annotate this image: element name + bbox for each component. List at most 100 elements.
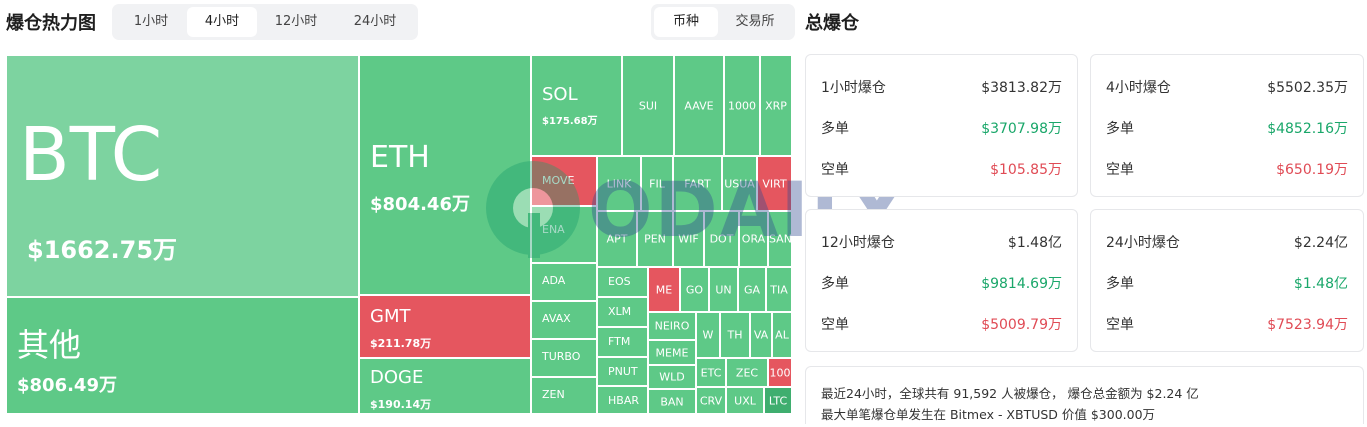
cell-symbol: ENA bbox=[542, 223, 565, 236]
cell-symbol: UXL bbox=[734, 394, 756, 407]
cell-symbol: LTC bbox=[768, 394, 788, 407]
card-label: 12小时爆仓 bbox=[821, 235, 895, 251]
treemap-cell-ftm[interactable]: FTM bbox=[597, 327, 648, 357]
cell-symbol: AAVE bbox=[684, 99, 714, 112]
treemap-cell-crv[interactable]: CRV bbox=[696, 387, 726, 414]
treemap-cell-go[interactable]: GO bbox=[680, 267, 709, 312]
tab-coin[interactable]: 币种 bbox=[654, 7, 718, 37]
cell-symbol: ADA bbox=[542, 274, 566, 287]
card-label: 24小时爆仓 bbox=[1106, 235, 1180, 251]
treemap-cell-neiro[interactable]: NEIRO bbox=[648, 312, 696, 340]
treemap-cell-uxl[interactable]: UXL bbox=[726, 387, 764, 414]
treemap-cell-th[interactable]: TH bbox=[720, 312, 750, 358]
treemap-cell-sui[interactable]: SUI bbox=[622, 55, 674, 156]
cell-symbol: XRP bbox=[765, 99, 787, 112]
treemap-cell-fart[interactable]: FART bbox=[673, 156, 722, 211]
cell-symbol: FIL bbox=[649, 177, 665, 190]
treemap-cell-move[interactable]: MOVE bbox=[531, 156, 597, 206]
cell-value: $1662.75万 bbox=[27, 236, 178, 264]
cell-value: $804.46万 bbox=[370, 194, 470, 215]
card-total: $5502.35万 bbox=[1267, 80, 1348, 96]
treemap-cell-dot[interactable]: DOT bbox=[704, 211, 739, 267]
treemap-cell-ora[interactable]: ORA bbox=[739, 211, 768, 267]
cell-symbol: LINK bbox=[606, 177, 632, 190]
cell-value: $175.68万 bbox=[542, 116, 598, 127]
cell-symbol: WLD bbox=[659, 370, 685, 384]
short-label: 空单 bbox=[1106, 317, 1134, 333]
treemap-cell-doge[interactable]: DOGE $190.14万 bbox=[359, 358, 531, 414]
cell-symbol: ETC bbox=[700, 366, 722, 379]
treemap-cell-uni[interactable]: UN bbox=[709, 267, 738, 312]
cell-symbol: VA bbox=[753, 328, 769, 342]
treemap-cell-tia[interactable]: TIA bbox=[766, 267, 792, 312]
treemap-cell-1000[interactable]: 1000 bbox=[724, 55, 760, 156]
tab-1h[interactable]: 1小时 bbox=[133, 14, 169, 29]
view-tabs: 币种 交易所 bbox=[651, 4, 795, 40]
cell-symbol: AVAX bbox=[542, 312, 571, 325]
tab-4h[interactable]: 4小时 bbox=[187, 7, 257, 37]
treemap-cell-ena[interactable]: ENA bbox=[531, 206, 597, 263]
treemap-cell-w[interactable]: W bbox=[696, 312, 720, 358]
treemap-cell-zen[interactable]: ZEN bbox=[531, 377, 597, 414]
treemap-cell-ltc[interactable]: LTC bbox=[764, 387, 792, 414]
cell-symbol: USUA bbox=[724, 177, 755, 190]
treemap-cell-me[interactable]: ME bbox=[648, 267, 680, 312]
treemap-cell-eos[interactable]: EOS bbox=[597, 267, 648, 297]
treemap-cell-aave[interactable]: AAVE bbox=[674, 55, 724, 156]
treemap-cell-avax[interactable]: AVAX bbox=[531, 301, 597, 339]
tab-24h[interactable]: 24小时 bbox=[353, 14, 397, 29]
card-total: $2.24亿 bbox=[1293, 235, 1348, 251]
cell-symbol: MOVE bbox=[542, 174, 575, 187]
card-4h: 4小时爆仓 $5502.35万 多单 $4852.16万 空单 $650.19万 bbox=[1090, 54, 1364, 197]
page-title: 爆仓热力图 bbox=[6, 13, 96, 34]
cell-symbol: GO bbox=[685, 283, 704, 296]
treemap-cell-sol[interactable]: SOL $175.68万 bbox=[531, 55, 622, 156]
treemap-cell-memes[interactable]: MEME bbox=[648, 340, 696, 365]
long-label: 多单 bbox=[1106, 276, 1134, 292]
treemap-cell-usua[interactable]: USUA bbox=[722, 156, 757, 211]
treemap-cell-wld[interactable]: WLD bbox=[648, 365, 696, 389]
treemap-cell-san[interactable]: SAN bbox=[768, 211, 792, 267]
treemap-cell-1000-short[interactable]: 100 bbox=[768, 358, 792, 387]
treemap-cell-ga[interactable]: GA bbox=[738, 267, 766, 312]
treemap-cell-xlm[interactable]: XLM bbox=[597, 297, 648, 327]
treemap-cell-pen[interactable]: PEN bbox=[637, 211, 673, 267]
treemap-cell-eth[interactable]: ETH $804.46万 bbox=[359, 55, 531, 295]
cell-symbol: XLM bbox=[608, 305, 632, 318]
treemap-cell-wif[interactable]: WIF bbox=[673, 211, 704, 267]
treemap-cell-btc[interactable]: BTC $1662.75万 bbox=[6, 55, 359, 297]
total-liquidation-title: 总爆仓 bbox=[805, 13, 859, 34]
cell-symbol: 其他 bbox=[17, 326, 82, 364]
cell-symbol: ZEN bbox=[542, 388, 565, 401]
short-value: $650.19万 bbox=[1276, 162, 1348, 178]
treemap-cell-hbar[interactable]: HBAR bbox=[597, 386, 648, 414]
cell-value: $211.78万 bbox=[370, 337, 432, 350]
tab-exchange[interactable]: 交易所 bbox=[735, 14, 775, 29]
cell-symbol: WIF bbox=[678, 232, 699, 246]
cell-symbol: AL bbox=[775, 328, 789, 342]
cell-symbol: PNUT bbox=[608, 365, 638, 378]
treemap-cell-gmt[interactable]: GMT $211.78万 bbox=[359, 295, 531, 358]
treemap-cell-ban[interactable]: BAN bbox=[648, 389, 696, 414]
treemap-cell-va[interactable]: VA bbox=[750, 312, 772, 358]
cell-symbol: DOGE bbox=[370, 367, 424, 388]
treemap-cell-other[interactable]: 其他 $806.49万 bbox=[6, 297, 359, 414]
treemap-cell-turbo[interactable]: TURBO bbox=[531, 339, 597, 377]
treemap-cell-al[interactable]: AL bbox=[772, 312, 792, 358]
treemap-cell-pnut[interactable]: PNUT bbox=[597, 357, 648, 386]
cell-symbol: UN bbox=[715, 283, 732, 296]
summary-line-2: 最大单笔爆仓单发生在 Bitmex - XBTUSD 价值 $300.00万 bbox=[821, 407, 1156, 422]
treemap-cell-xrp[interactable]: XRP bbox=[760, 55, 792, 156]
cell-value: $806.49万 bbox=[17, 375, 117, 396]
tab-12h[interactable]: 12小时 bbox=[274, 14, 318, 29]
treemap-cell-apt[interactable]: APT bbox=[597, 211, 637, 267]
treemap-cell-fil[interactable]: FIL bbox=[641, 156, 673, 211]
treemap-cell-link[interactable]: LINK bbox=[597, 156, 641, 211]
treemap-cell-etc[interactable]: ETC bbox=[696, 358, 726, 387]
cell-symbol: GA bbox=[743, 283, 761, 296]
cell-symbol: APT bbox=[606, 232, 628, 246]
treemap-cell-virt[interactable]: VIRT bbox=[757, 156, 792, 211]
treemap-cell-zec[interactable]: ZEC bbox=[726, 358, 768, 387]
cell-symbol: ME bbox=[655, 283, 673, 296]
treemap-cell-ada[interactable]: ADA bbox=[531, 263, 597, 301]
